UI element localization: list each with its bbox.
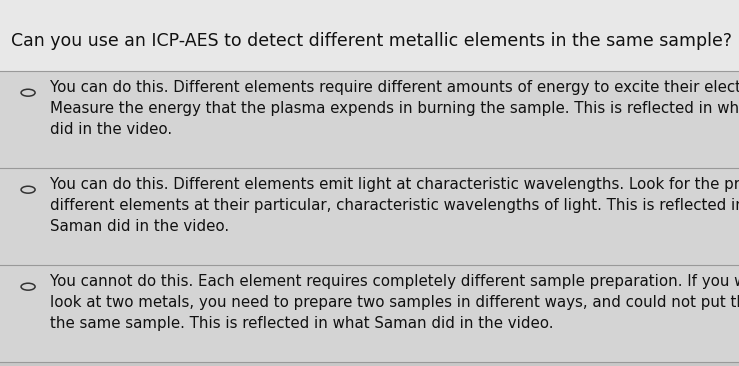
Text: You can do this. Different elements require different amounts of energy to excit: You can do this. Different elements requ…: [50, 80, 739, 137]
Text: You can do this. Different elements emit light at characteristic wavelengths. Lo: You can do this. Different elements emit…: [50, 177, 739, 234]
Text: You cannot do this. Each element requires completely different sample preparatio: You cannot do this. Each element require…: [50, 274, 739, 331]
Bar: [0, 71, 739, 362]
Text: Can you use an ICP-AES to detect different metallic elements in the same sample?: Can you use an ICP-AES to detect differe…: [11, 33, 732, 51]
Bar: [0, 0, 739, 71]
